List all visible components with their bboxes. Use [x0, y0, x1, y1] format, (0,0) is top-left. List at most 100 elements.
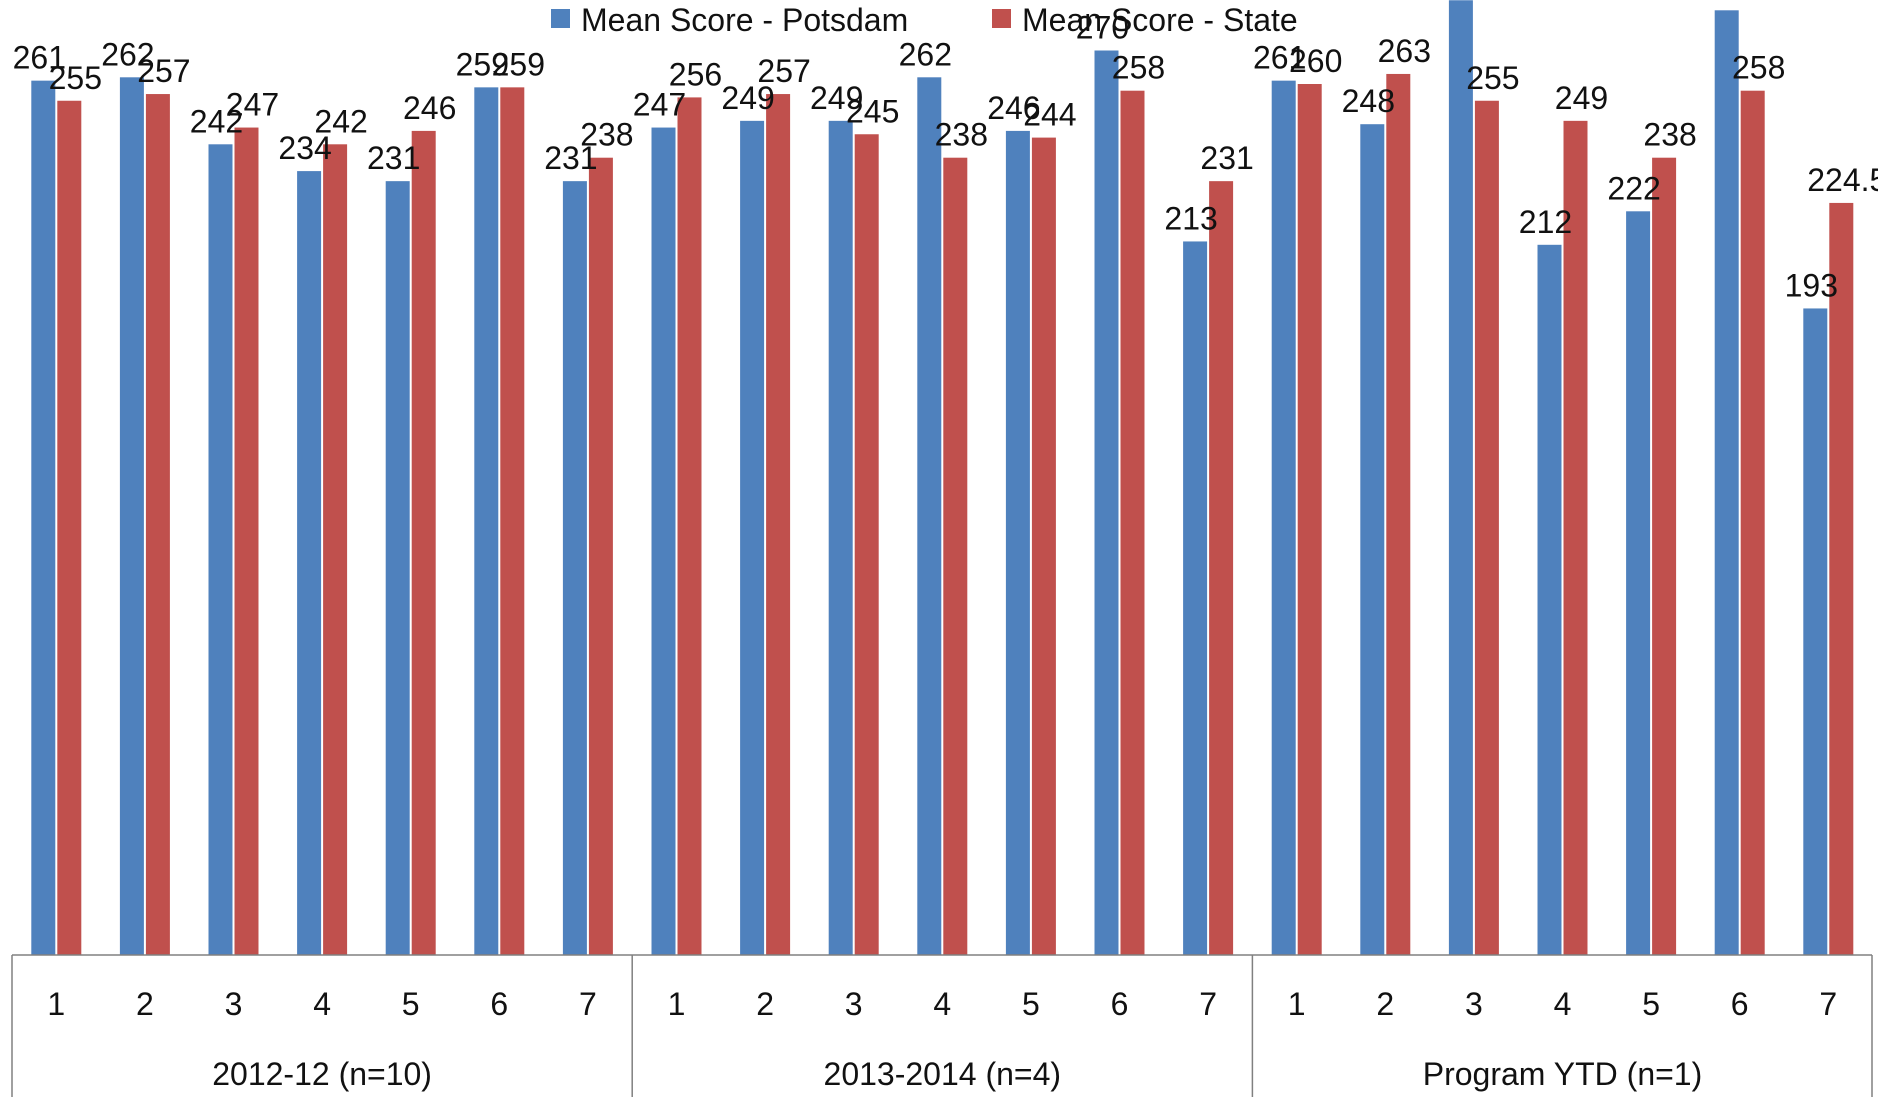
bar-state-11 — [943, 157, 968, 955]
category-tick-label: 2 — [1376, 986, 1394, 1022]
category-tick-label: 3 — [845, 986, 863, 1022]
category-tick-label: 6 — [490, 986, 508, 1022]
bar-potsdam-14 — [1183, 241, 1208, 955]
data-label-state-20: 258 — [1732, 50, 1785, 86]
bar-state-12 — [1031, 137, 1056, 956]
data-label-potsdam-14: 213 — [1164, 200, 1217, 236]
bar-potsdam-9 — [740, 120, 765, 956]
bar-state-7 — [588, 157, 613, 955]
data-label-state-6: 259 — [492, 46, 545, 82]
data-label-state-10: 245 — [846, 93, 899, 129]
category-tick-label: 3 — [1465, 986, 1483, 1022]
category-tick-label: 4 — [313, 986, 331, 1022]
data-labels-layer: 2612552622572422472342422312462592592312… — [13, 0, 1878, 303]
bar-state-1 — [57, 100, 82, 955]
data-label-potsdam-4: 234 — [278, 130, 331, 166]
group-label: 2013-2014 (n=4) — [824, 1056, 1062, 1092]
data-label-state-16: 263 — [1378, 33, 1431, 69]
bar-state-14 — [1209, 181, 1234, 955]
data-label-potsdam-2: 262 — [101, 36, 154, 72]
data-label-potsdam-15: 261 — [1253, 40, 1306, 76]
data-label-potsdam-1: 261 — [13, 40, 66, 76]
data-label-potsdam-20: 282 — [1696, 0, 1749, 5]
legend: Mean Score - Potsdam Mean Score - State — [551, 2, 1298, 38]
bar-potsdam-8 — [651, 127, 676, 956]
bar-potsdam-1 — [31, 80, 56, 955]
category-tick-label: 5 — [402, 986, 420, 1022]
x-axis: 1 2 3 4 5 6 7 1 2 3 4 5 6 7 1 2 3 4 5 6 7 2012-12 (n=10) 2013-… — [11, 954, 1873, 1097]
bar-potsdam-4 — [297, 171, 322, 956]
data-label-state-8: 256 — [669, 56, 722, 92]
data-label-potsdam-9: 249 — [721, 80, 774, 116]
bar-potsdam-5 — [385, 181, 410, 955]
category-tick-label: 4 — [933, 986, 951, 1022]
legend-swatch-state — [992, 9, 1011, 28]
data-label-state-9: 257 — [757, 53, 810, 89]
bar-state-2 — [145, 94, 170, 956]
data-label-potsdam-3: 242 — [190, 103, 243, 139]
bar-potsdam-15 — [1271, 80, 1296, 955]
bar-state-18 — [1563, 120, 1588, 956]
data-label-potsdam-6: 259 — [456, 46, 509, 82]
data-label-state-15: 260 — [1289, 43, 1342, 79]
category-tick-label: 6 — [1731, 986, 1749, 1022]
data-label-state-2: 257 — [137, 53, 190, 89]
bar-potsdam-20 — [1714, 10, 1739, 956]
bar-state-9 — [766, 94, 791, 956]
data-label-state-12: 244 — [1023, 97, 1076, 133]
category-tick-label: 2 — [136, 986, 154, 1022]
legend-swatch-potsdam — [551, 9, 570, 28]
data-label-potsdam-13: 270 — [1076, 10, 1129, 46]
bar-state-10 — [854, 134, 879, 955]
bar-state-17 — [1474, 100, 1499, 955]
bar-state-8 — [677, 97, 702, 955]
data-label-potsdam-7: 231 — [544, 140, 597, 176]
bar-potsdam-18 — [1537, 244, 1562, 956]
category-tick-label: 1 — [1288, 986, 1306, 1022]
data-label-state-11: 238 — [935, 117, 988, 153]
bar-potsdam-16 — [1360, 124, 1385, 955]
bars-layer — [31, 0, 1854, 956]
bar-state-21 — [1829, 202, 1854, 956]
group-label: Program YTD (n=1) — [1423, 1056, 1703, 1092]
data-label-state-18: 249 — [1555, 80, 1608, 116]
data-label-state-21: 224.5 — [1807, 162, 1878, 198]
bar-potsdam-10 — [828, 120, 853, 956]
bar-potsdam-13 — [1094, 50, 1119, 955]
data-label-state-1: 255 — [49, 60, 102, 96]
data-label-state-4: 242 — [314, 103, 367, 139]
bar-potsdam-11 — [917, 77, 942, 956]
data-label-potsdam-12: 246 — [987, 90, 1040, 126]
legend-label-state: Mean Score - State — [1022, 2, 1298, 38]
data-label-potsdam-21: 193 — [1785, 267, 1838, 303]
bar-potsdam-21 — [1803, 308, 1828, 955]
category-tick-label: 7 — [579, 986, 597, 1022]
bar-state-16 — [1386, 73, 1411, 955]
data-label-potsdam-16: 248 — [1342, 83, 1395, 119]
legend-label-potsdam: Mean Score - Potsdam — [581, 2, 908, 38]
bar-state-20 — [1740, 90, 1765, 955]
category-tick-label: 7 — [1199, 986, 1217, 1022]
data-label-state-19: 238 — [1643, 117, 1696, 153]
category-tick-label: 5 — [1022, 986, 1040, 1022]
data-label-state-7: 238 — [580, 117, 633, 153]
data-label-potsdam-5: 231 — [367, 140, 420, 176]
category-tick-label: 2 — [756, 986, 774, 1022]
bar-state-13 — [1120, 90, 1145, 955]
data-label-potsdam-11: 262 — [899, 36, 952, 72]
bar-state-6 — [500, 87, 525, 956]
bar-potsdam-17 — [1448, 0, 1473, 955]
data-label-state-5: 246 — [403, 90, 456, 126]
category-tick-label: 7 — [1819, 986, 1837, 1022]
bar-state-5 — [411, 130, 436, 955]
data-label-state-14: 231 — [1200, 140, 1253, 176]
data-label-potsdam-8: 247 — [633, 87, 686, 123]
group-label: 2012-12 (n=10) — [212, 1056, 432, 1092]
bar-state-3 — [234, 127, 259, 956]
data-label-state-17: 255 — [1466, 60, 1519, 96]
category-tick-label: 5 — [1642, 986, 1660, 1022]
bar-potsdam-19 — [1626, 211, 1651, 956]
category-tick-label: 3 — [225, 986, 243, 1022]
category-tick-label: 1 — [668, 986, 686, 1022]
